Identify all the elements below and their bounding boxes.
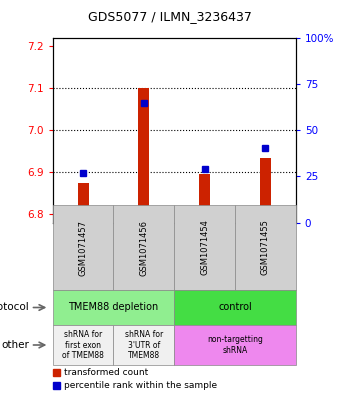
Bar xyxy=(235,205,296,290)
Bar xyxy=(199,174,210,223)
Bar xyxy=(138,88,149,223)
Text: GSM1071456: GSM1071456 xyxy=(139,220,148,275)
Bar xyxy=(53,369,60,376)
Bar xyxy=(53,325,114,365)
Bar xyxy=(260,158,271,223)
Bar xyxy=(174,290,296,325)
Bar xyxy=(174,205,235,290)
Text: shRNA for
3'UTR of
TMEM88: shRNA for 3'UTR of TMEM88 xyxy=(125,330,163,360)
Text: shRNA for
first exon
of TMEM88: shRNA for first exon of TMEM88 xyxy=(62,330,104,360)
Text: percentile rank within the sample: percentile rank within the sample xyxy=(64,381,217,390)
Bar xyxy=(53,382,60,389)
Text: control: control xyxy=(218,303,252,312)
Text: protocol: protocol xyxy=(0,303,29,312)
Text: GSM1071455: GSM1071455 xyxy=(261,220,270,275)
Text: non-targetting
shRNA: non-targetting shRNA xyxy=(207,335,263,355)
Text: transformed count: transformed count xyxy=(64,368,148,377)
Bar xyxy=(53,290,174,325)
Bar xyxy=(114,205,174,290)
Text: GSM1071454: GSM1071454 xyxy=(200,220,209,275)
Bar xyxy=(53,205,114,290)
Bar xyxy=(174,325,296,365)
Text: TMEM88 depletion: TMEM88 depletion xyxy=(68,303,158,312)
Text: GDS5077 / ILMN_3236437: GDS5077 / ILMN_3236437 xyxy=(88,10,252,23)
Bar xyxy=(78,183,88,223)
Text: other: other xyxy=(1,340,29,350)
Bar xyxy=(114,325,174,365)
Text: GSM1071457: GSM1071457 xyxy=(79,220,88,275)
